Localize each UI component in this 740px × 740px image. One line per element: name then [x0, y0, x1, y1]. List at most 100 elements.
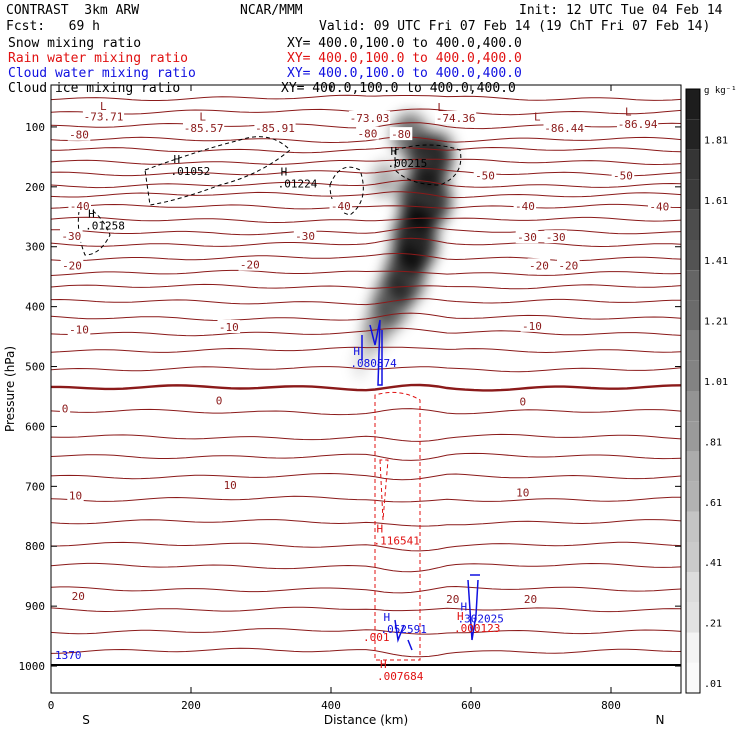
colorbar-segment	[686, 421, 700, 452]
temperature-label: 0	[519, 395, 526, 408]
temperature-label: -80	[391, 128, 411, 141]
temperature-label: 10	[224, 479, 237, 492]
isotherm-line	[51, 647, 681, 658]
isotherm-line	[51, 216, 681, 224]
extremum-marker: H	[281, 165, 288, 178]
isotherm-line	[51, 136, 681, 144]
extremum-marker: L	[534, 110, 541, 123]
extremum-value: .302025	[458, 612, 504, 625]
extremum-value: .01052	[171, 165, 211, 178]
cloud-water-contour	[361, 319, 383, 386]
isotherm-line	[51, 433, 681, 442]
colorbar-segment	[686, 270, 700, 301]
colorbar-segment	[686, 179, 700, 210]
legend-cloud-ice-xy: XY= 400.0,100.0 to 400.0,400.0	[281, 81, 516, 96]
colorbar-segment	[686, 481, 700, 512]
y-tick-label: 700	[25, 480, 45, 493]
legend-rain-xy: XY= 400.0,100.0 to 400.0,400.0	[287, 51, 522, 66]
y-tick-label: 900	[25, 600, 45, 613]
temperature-label: -20	[62, 259, 82, 272]
x-tick-label: 0	[48, 699, 55, 712]
temperature-label: -85.57	[184, 122, 224, 135]
isotherm-line	[51, 312, 681, 322]
colorbar-label: .41	[704, 558, 722, 569]
colorbar-segment	[686, 451, 700, 482]
extremum-marker: H	[88, 207, 95, 220]
extremum-marker: L	[199, 110, 206, 123]
extremum-value: .007684	[377, 670, 424, 683]
temperature-label: -10	[219, 321, 239, 334]
init-time: Init: 12 UTC Tue 04 Feb 14	[519, 3, 723, 18]
isotherm-line	[51, 585, 681, 594]
y-tick-label: 800	[25, 540, 45, 553]
legend-cloud-ice-label: Cloud ice mixing ratio	[8, 81, 181, 96]
temperature-label: 0	[216, 395, 223, 408]
extremum-marker: L	[625, 106, 632, 119]
x-tick-label: 600	[461, 699, 481, 712]
y-axis-label: Pressure (hPa)	[3, 346, 17, 432]
legend-snow-label: Snow mixing ratio	[8, 36, 142, 51]
extremum-marker: H	[353, 345, 360, 358]
colorbar-segment	[686, 240, 700, 271]
temperature-label: 20	[446, 593, 459, 606]
extremum-value: .001	[363, 631, 390, 644]
isotherm-line	[51, 226, 681, 236]
legend-cloud-water-xy: XY= 400.0,100.0 to 400.0,400.0	[287, 66, 522, 81]
isotherm-line	[51, 562, 681, 573]
y-tick-label: 1000	[19, 660, 46, 673]
colorbar-label: 1.61	[704, 196, 728, 207]
y-tick-label: 500	[25, 361, 45, 374]
valid-time: Valid: 09 UTC Fri 07 Feb 14 (19 ChT Fri …	[319, 19, 711, 34]
legend-cloud-water-label: Cloud water mixing ratio	[8, 66, 196, 81]
colorbar-unit: g kg⁻¹	[704, 86, 737, 96]
extremum-value: .052591	[381, 623, 427, 636]
center-label: NCAR/MMM	[240, 3, 303, 18]
colorbar-label: 1.81	[704, 135, 728, 146]
extremum-marker: H	[377, 522, 384, 535]
temperature-label: -50	[475, 169, 495, 182]
isotherm-line	[51, 283, 681, 290]
isotherm-line	[51, 191, 681, 199]
colorbar-segment	[686, 511, 700, 542]
legend-rain-label: Rain water mixing ratio	[8, 51, 189, 66]
extremum-value: 1370	[55, 649, 82, 662]
extremum-marker: H	[174, 153, 181, 166]
temperature-label: -40	[70, 200, 90, 213]
temperature-label: -10	[69, 323, 89, 336]
extremum-marker: H	[391, 145, 398, 158]
extremum-value: .01258	[85, 219, 125, 232]
isotherm-line	[51, 606, 681, 613]
isotherm-line	[51, 519, 681, 527]
colorbar-frame	[685, 88, 701, 694]
temperature-label: -30	[546, 231, 566, 244]
colorbar-segment	[686, 602, 700, 633]
temperature-label: -40	[515, 200, 535, 213]
legend-snow-xy: XY= 400.0,100.0 to 400.0,400.0	[287, 36, 522, 51]
colorbar-segment	[686, 300, 700, 331]
colorbar-label: .01	[704, 679, 722, 690]
extremum-value: .01224	[278, 177, 318, 190]
colorbar-segment	[686, 391, 700, 422]
temperature-label: -80	[357, 128, 377, 141]
isotherm-line	[51, 346, 681, 354]
colorbar-segment	[686, 119, 700, 150]
colorbar-label: 1.41	[704, 256, 728, 267]
x-axis-label: Distance (km)	[324, 713, 408, 727]
extremum-value: .000123	[454, 622, 500, 635]
temperature-label: -20	[558, 259, 578, 272]
colorbar-segment	[686, 209, 700, 240]
extremum-marker: L	[100, 100, 107, 113]
y-tick-label: 400	[25, 301, 45, 314]
forecast-hour: Fcst: 69 h	[6, 19, 100, 34]
plot-frame	[50, 84, 682, 694]
plot-title: CONTRAST 3km ARW	[6, 3, 140, 18]
temperature-label: -50	[613, 169, 633, 182]
colorbar-label: 1.21	[704, 317, 728, 328]
isotherm-line	[51, 327, 681, 337]
cloud-water-contour	[394, 619, 413, 651]
cloud-water-contour	[467, 574, 480, 641]
isotherm-line	[51, 495, 681, 503]
isotherm-line	[51, 158, 681, 166]
temperature-label: 10	[516, 486, 529, 499]
